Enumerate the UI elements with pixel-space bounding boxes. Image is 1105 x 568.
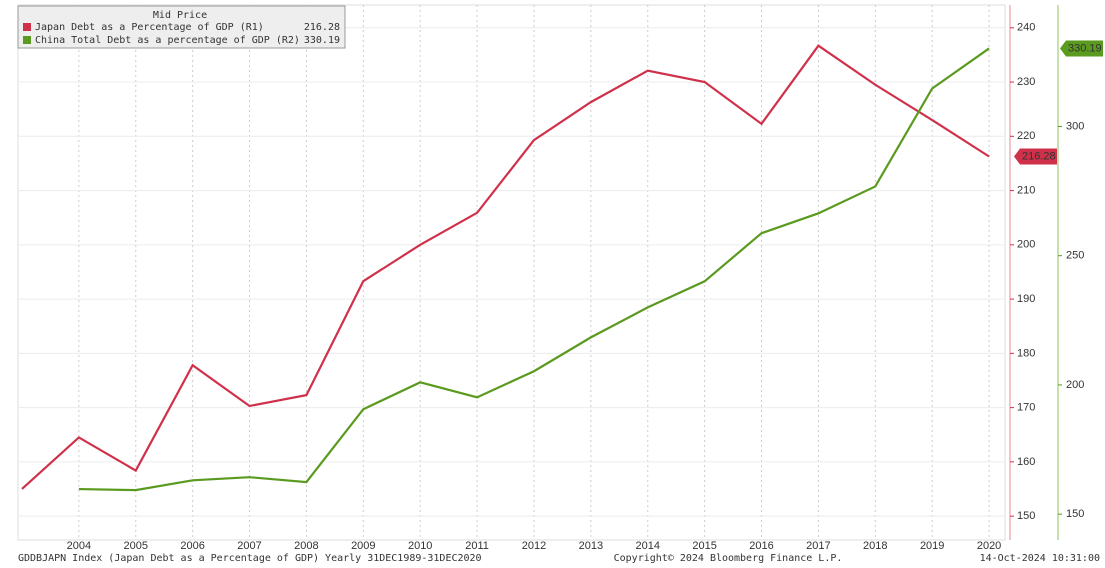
series-line (78, 47, 990, 492)
x-tick-label: 2012 (522, 540, 546, 552)
legend-value: 330.19 (304, 35, 340, 46)
y2-tick-label: 150 (1066, 508, 1084, 520)
y-tick-label: 180 (1017, 347, 1035, 359)
y-tick-label: 150 (1017, 510, 1035, 522)
plot-frame (17, 4, 1006, 541)
legend-swatch (23, 23, 31, 31)
y2-tick-label: 200 (1066, 379, 1084, 391)
legend-box (17, 5, 346, 49)
footer-left: GDDBJAPN Index (Japan Debt as a Percenta… (18, 553, 482, 564)
x-tick-label: 2006 (180, 540, 204, 552)
legend-label: Japan Debt as a Percentage of GDP (R1) (35, 22, 264, 33)
x-tick-label: 2005 (124, 540, 148, 552)
y-tick-label: 230 (1017, 76, 1035, 88)
legend-title: Mid Price (153, 10, 207, 21)
legend: Japan Debt as a Percentage of GDP (R1) 21… (23, 22, 340, 46)
series-line (21, 44, 990, 490)
x-tick-label: 2010 (408, 540, 432, 552)
x-tick-label: 2018 (863, 540, 887, 552)
y2-tick-label: 250 (1066, 250, 1084, 262)
y-tick-label: 240 (1017, 22, 1035, 34)
y-tick-label: 210 (1017, 184, 1035, 196)
end-tag-label: 216.28 (1022, 150, 1056, 162)
lines (21, 44, 990, 492)
x-tick-label: 2019 (920, 540, 944, 552)
end-tag (1060, 40, 1103, 57)
x-tick-label: 2020 (977, 540, 1001, 552)
x-tick-label: 2009 (351, 540, 375, 552)
footer-center: Copyright© 2024 Bloomberg Finance L.P. (614, 553, 843, 564)
end-tag (1014, 148, 1057, 165)
y-tick-label: 220 (1017, 130, 1035, 142)
x-tick-label: 2013 (579, 540, 603, 552)
y-tick-label: 190 (1017, 293, 1035, 305)
legend-value: 216.28 (304, 22, 340, 33)
x-tick-label: 2017 (806, 540, 830, 552)
x-tick-label: 2004 (67, 540, 91, 552)
legend-label: China Total Debt as a percentage of GDP … (35, 35, 300, 46)
y-tick-label: 200 (1017, 239, 1035, 251)
grid (18, 5, 1005, 540)
x-tick-label: 2014 (636, 540, 660, 552)
footer-right: 14-Oct-2024 10:31:00 (980, 553, 1100, 564)
y-tick-label: 160 (1017, 456, 1035, 468)
y-tick-label: 170 (1017, 402, 1035, 414)
y2-tick-label: 300 (1066, 120, 1084, 132)
x-tick-label: 2015 (692, 540, 716, 552)
x-tick-label: 2007 (237, 540, 261, 552)
x-tick-label: 2016 (749, 540, 773, 552)
legend-swatch (23, 36, 31, 44)
end-tag-label: 330.19 (1068, 42, 1102, 54)
x-tick-label: 2011 (465, 540, 489, 552)
x-tick-label: 2008 (294, 540, 318, 552)
